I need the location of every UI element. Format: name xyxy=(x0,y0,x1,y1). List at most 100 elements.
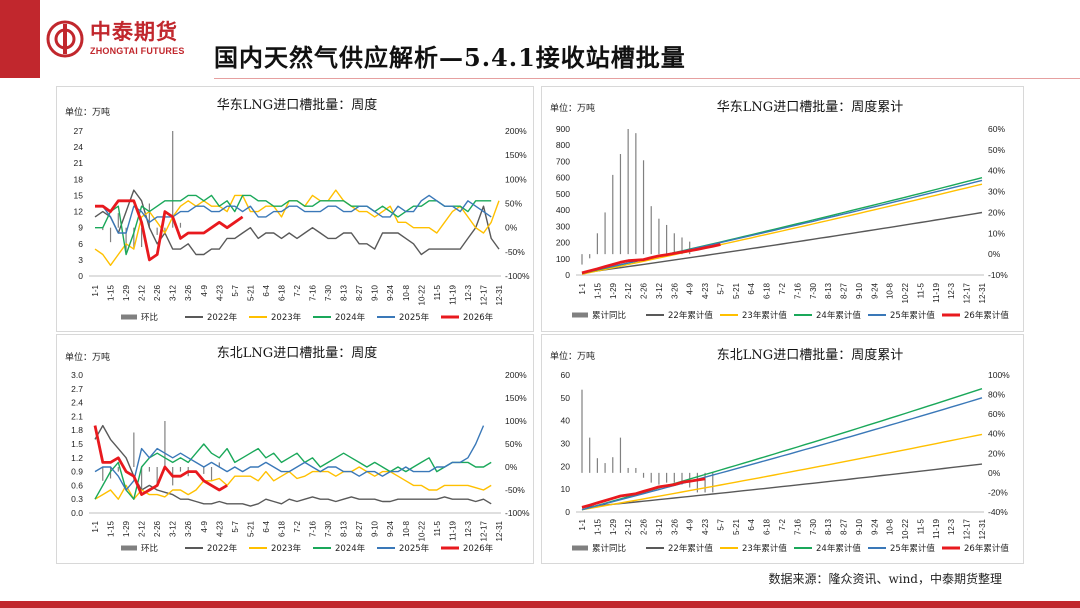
x-tick-label: 9-24 xyxy=(386,284,395,301)
y2-tick-label: 60% xyxy=(988,409,1005,419)
x-tick-label: 5-7 xyxy=(231,520,240,532)
x-tick-label: 10-22 xyxy=(901,518,910,539)
x-tick-label: 6-4 xyxy=(262,520,271,532)
legend-label: 22年累计值 xyxy=(668,543,713,554)
x-tick-label: 7-30 xyxy=(809,282,818,299)
y2-tick-label: 150% xyxy=(505,393,527,403)
x-tick-label: 3-12 xyxy=(655,518,664,535)
x-tick-label: 3-12 xyxy=(169,520,178,537)
x-tick-label: 11-19 xyxy=(448,520,457,540)
y-tick-label: 800 xyxy=(556,140,570,150)
y-tick-label: 1.5 xyxy=(71,439,83,449)
data-source-note: 数据来源：隆众资讯、wind，中泰期货整理 xyxy=(768,572,1002,586)
y2-tick-label: -50% xyxy=(505,247,525,257)
x-tick-label: 6-4 xyxy=(747,282,756,294)
legend-label: 2024年 xyxy=(335,543,366,554)
x-tick-label: 2-12 xyxy=(624,518,633,535)
x-tick-label: 5-7 xyxy=(716,282,725,294)
x-tick-label: 9-10 xyxy=(371,284,380,301)
x-tick-label: 10-8 xyxy=(402,520,411,537)
page-title: 国内天然气供应解析—5.4.1接收站槽批量 xyxy=(214,43,686,72)
x-tick-label: 10-22 xyxy=(417,284,426,305)
x-tick-label: 12-17 xyxy=(479,284,488,305)
y2-tick-label: 50% xyxy=(505,439,522,449)
y-tick-label: 200 xyxy=(556,238,570,248)
x-tick-label: 2-12 xyxy=(138,284,147,301)
y-tick-label: 700 xyxy=(556,156,570,166)
y-tick-label: 27 xyxy=(74,126,84,136)
y-tick-label: 50 xyxy=(561,393,571,403)
x-tick-label: 12-31 xyxy=(978,518,987,539)
x-tick-label: 8-13 xyxy=(824,518,833,535)
y2-tick-label: 40% xyxy=(988,429,1005,439)
legend-label: 25年累计值 xyxy=(890,543,935,554)
x-tick-label: 2-26 xyxy=(640,518,649,535)
x-tick-label: 6-18 xyxy=(277,284,286,301)
y-tick-label: 0.9 xyxy=(71,467,83,477)
y2-tick-label: 150% xyxy=(505,150,527,160)
y-tick-label: 1.2 xyxy=(71,453,83,463)
x-tick-label: 1-1 xyxy=(91,520,100,532)
legend-label: 23年累计值 xyxy=(742,310,787,321)
legend-label: 2022年 xyxy=(207,543,238,554)
legend-label: 2026年 xyxy=(463,312,494,323)
y2-tick-label: 200% xyxy=(505,126,527,136)
chart-panel-east-weekly: 华东LNG进口槽批量：周度 单位：万吨 27 24 21 18 15 12 9 6 3 0 200% 15… xyxy=(56,86,534,332)
x-tick-label: 4-9 xyxy=(686,282,695,294)
y2-tick-label: 20% xyxy=(988,207,1005,217)
series-line-2024年 xyxy=(94,443,492,500)
y-tick-label: 300 xyxy=(556,221,570,231)
x-tick-label: 12-31 xyxy=(495,520,504,541)
y2-tick-label: 0% xyxy=(988,468,1001,478)
series-line-23年累计值 xyxy=(581,433,983,511)
chart-title: 华东LNG进口槽批量：周度累计 xyxy=(717,99,903,115)
legend-label: 环比 xyxy=(141,312,158,323)
x-tick-label: 8-27 xyxy=(840,282,849,299)
x-tick-label: 8-13 xyxy=(340,284,349,301)
x-tick-label: 8-27 xyxy=(355,284,364,301)
chart-panel-northeast-weekly: 东北LNG进口槽批量：周度 单位：万吨 3.0 2.7 2.4 2.1 1.8 1.5 1.2 0… xyxy=(56,334,534,564)
x-tick-label: 1-15 xyxy=(593,282,602,299)
x-tick-label: 1-29 xyxy=(609,282,618,299)
y-tick-label: 0.6 xyxy=(71,480,83,490)
x-tick-label: 3-26 xyxy=(184,284,193,301)
series-line-2024年 xyxy=(95,194,492,256)
x-tick-label: 7-2 xyxy=(293,520,302,532)
x-tick-label: 1-1 xyxy=(578,282,587,294)
x-tick-label: 5-21 xyxy=(732,282,741,299)
y-tick-label: 0.0 xyxy=(71,508,83,518)
legend-label: 2025年 xyxy=(399,543,430,554)
series-line-2026年 xyxy=(93,425,228,497)
x-tick-label: 1-29 xyxy=(122,284,131,301)
y-tick-label: 6 xyxy=(78,239,83,249)
legend-label: 23年累计值 xyxy=(742,543,787,554)
x-tick-label: 8-13 xyxy=(824,282,833,299)
legend-label: 累计同比 xyxy=(592,543,626,554)
y2-tick-label: 50% xyxy=(505,199,522,209)
y-tick-label: 40 xyxy=(561,416,571,426)
x-tick-label: 12-31 xyxy=(978,282,987,303)
x-tick-label: 2-12 xyxy=(624,282,633,299)
chart-title: 东北LNG进口槽批量：周度 xyxy=(217,345,377,361)
y2-tick-label: 100% xyxy=(505,416,527,426)
chart-northeast-weekly: 东北LNG进口槽批量：周度 单位：万吨 3.0 2.7 2.4 2.1 1.8 1.5 1.2 0… xyxy=(65,345,530,554)
x-tick-label: 6-18 xyxy=(763,518,772,535)
legend-label: 22年累计值 xyxy=(668,310,713,321)
legend-label: 2025年 xyxy=(399,312,430,323)
x-tick-label: 3-26 xyxy=(670,518,679,535)
y2-tick-label: 100% xyxy=(988,370,1010,380)
x-tick-label: 7-2 xyxy=(293,284,302,296)
x-tick-label: 6-4 xyxy=(262,284,271,296)
chart-panel-east-cumulative: 华东LNG进口槽批量：周度累计 单位：万吨 900 800 700 600 500 400 30… xyxy=(541,86,1024,332)
x-tick-label: 7-2 xyxy=(778,518,787,530)
y-tick-label: 24 xyxy=(74,142,84,152)
x-tick-label: 7-16 xyxy=(793,282,802,299)
y2-tick-label: -20% xyxy=(988,487,1008,497)
series-line-2022年 xyxy=(94,424,492,507)
x-tick-label: 11-19 xyxy=(932,518,941,538)
x-tick-label: 7-16 xyxy=(309,284,318,301)
legend-label: 25年累计值 xyxy=(890,310,935,321)
legend-label: 24年累计值 xyxy=(816,310,861,321)
brand-name-en: ZHONGTAI FUTURES xyxy=(90,46,185,56)
x-tick-label: 4-23 xyxy=(215,284,224,301)
